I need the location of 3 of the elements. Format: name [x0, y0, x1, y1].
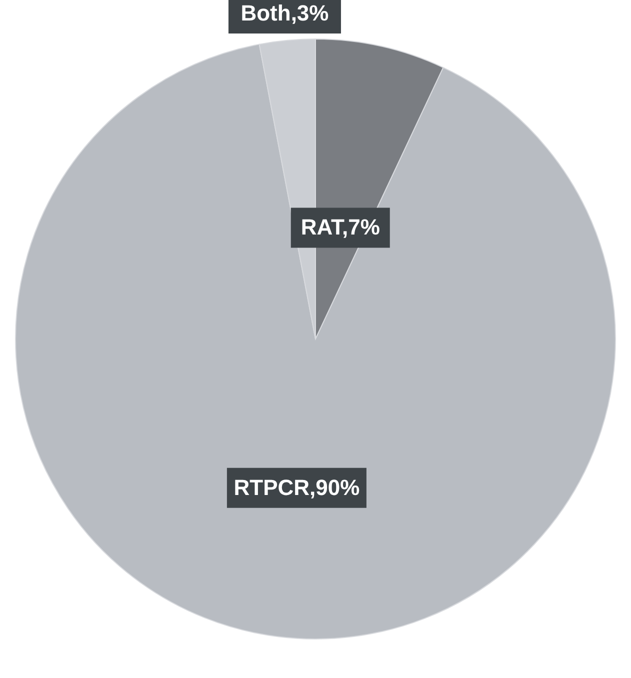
slice-label: RTPCR,90%	[234, 474, 360, 500]
slice-label: RAT,7%	[300, 214, 380, 240]
slice-label: Both,3%	[240, 0, 329, 26]
